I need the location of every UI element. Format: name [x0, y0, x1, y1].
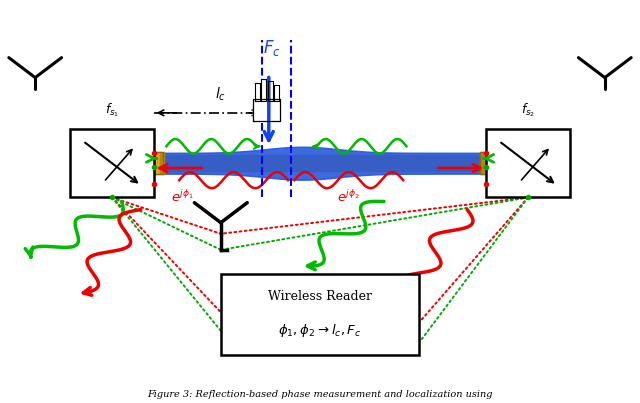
Bar [486, 129, 570, 197]
Bar [221, 274, 419, 355]
Bar [128, 152, 163, 174]
Bar [480, 152, 515, 174]
Text: $f_{s_2}$: $f_{s_2}$ [521, 101, 535, 119]
Polygon shape [274, 85, 279, 101]
Text: $l_c$: $l_c$ [215, 85, 227, 103]
Bar [70, 129, 154, 197]
Text: $f_{s_1}$: $f_{s_1}$ [105, 101, 119, 119]
Polygon shape [255, 83, 260, 101]
Text: $F_c$: $F_c$ [263, 38, 281, 58]
Polygon shape [261, 79, 266, 101]
Text: $e^{j\phi_2}$: $e^{j\phi_2}$ [337, 189, 360, 206]
Text: $e^{j\phi_1}$: $e^{j\phi_1}$ [171, 189, 194, 206]
Text: $\phi_1, \phi_2 \rightarrow l_c, F_c$: $\phi_1, \phi_2 \rightarrow l_c, F_c$ [278, 322, 362, 339]
Text: Figure 3: Reflection-based phase measurement and localization using: Figure 3: Reflection-based phase measure… [147, 390, 493, 399]
Polygon shape [268, 81, 273, 101]
Text: Wireless Reader: Wireless Reader [268, 290, 372, 303]
Polygon shape [253, 99, 280, 121]
